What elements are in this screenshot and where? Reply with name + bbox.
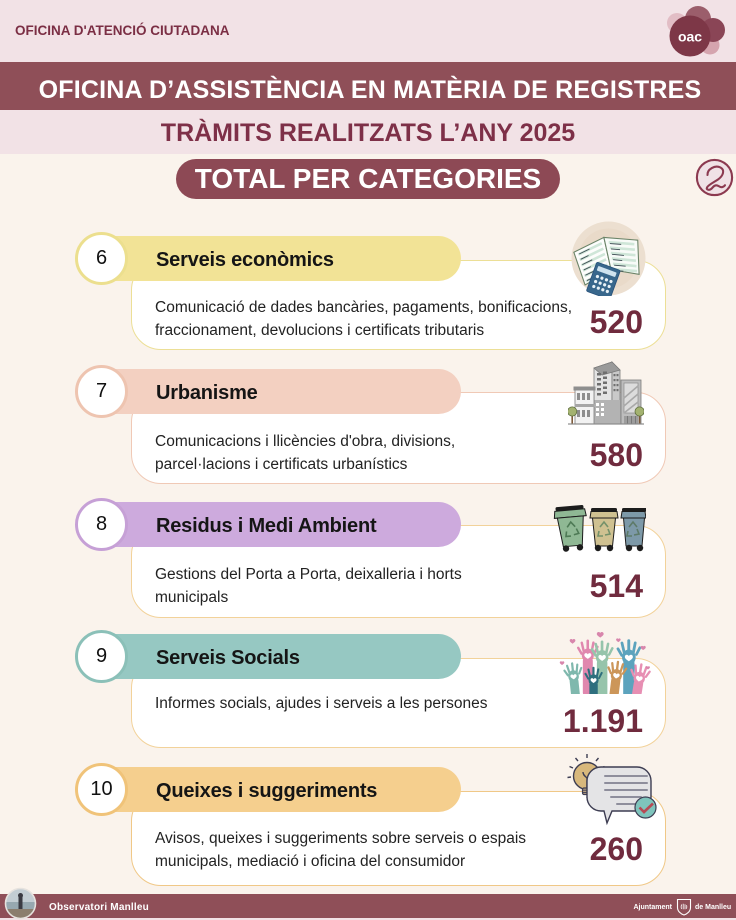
- svg-text:oac: oac: [678, 29, 702, 45]
